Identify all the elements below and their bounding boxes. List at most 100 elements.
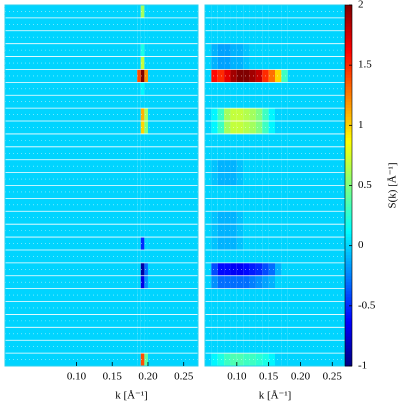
heat-cell [224,211,231,225]
colorbar-segment [345,362,352,367]
heat-cell [224,43,231,57]
colorbar-segment [345,53,352,57]
heat-cell [147,82,198,96]
heat-cell [140,121,145,134]
colorbar-segment [345,68,352,72]
heat-cell [147,314,198,328]
colorbar-segment [345,38,352,42]
heat-cell [255,288,263,302]
heat-cell [205,108,212,122]
heat-cell [249,275,256,289]
heat-cell [205,159,212,173]
heat-cell [5,121,138,134]
heat-cell [217,340,225,354]
heat-cell [236,82,244,96]
heat-cell [243,5,250,18]
heat-cell [255,275,263,289]
heat-cell [255,237,263,250]
heat-cell [144,314,148,328]
heat-cell [255,82,263,96]
heat-cell [205,211,212,225]
heat-cell [287,262,345,276]
heat-cell [243,121,250,134]
heat-cell [5,30,138,44]
colorbar-tick-label: -0.5 [358,299,376,311]
heat-cell [224,340,231,354]
heat-cell [205,353,212,366]
heat-cell [5,314,138,328]
heat-cell [140,17,145,31]
heat-cell [211,237,218,250]
heat-cell [5,159,138,173]
colorbar-segment [345,230,352,235]
heat-cell [211,56,218,70]
heat-cell [205,198,212,212]
heat-cell [147,262,198,276]
colorbar-segment [345,83,352,87]
x-tick-label: 0.10 [227,371,247,383]
x-tick-label: 0.20 [291,371,311,383]
heat-cell [211,146,218,160]
colorbar-segment [345,59,352,63]
heat-cell [205,30,212,44]
heat-cell [144,262,148,276]
colorbar-segment [345,134,352,138]
colorbar-segment [345,71,352,75]
heat-cell [140,211,145,225]
heat-cell [281,108,288,122]
heat-cell [287,172,345,186]
heat-cell [255,146,263,160]
heat-cell [268,30,275,44]
colorbar-segment [345,320,352,325]
heat-cell [287,237,345,250]
colorbar-segment [345,152,352,156]
heat-cell [275,56,282,70]
heat-cell [243,198,250,212]
heat-cell [147,198,198,212]
heat-cell [140,56,145,70]
heat-cell [287,82,345,96]
colorbar-segment [345,254,352,259]
heat-cell [217,211,225,225]
heat-cell [275,211,282,225]
heat-cell [268,275,275,289]
colorbar-segment [345,17,352,21]
colorbar-segment [345,47,352,51]
heat-cell [217,17,225,31]
colorbar-segment [345,98,352,102]
colorbar-segment [345,347,352,352]
heat-cell [275,224,282,238]
heat-cell [147,172,198,186]
heat-cell [147,185,198,199]
colorbar-segment [345,332,352,337]
heat-cell [211,30,218,44]
heat-cell [249,5,256,18]
heat-cell [275,17,282,31]
heat-cell [255,69,263,83]
heat-cell [268,133,275,147]
heat-cell [147,340,198,354]
colorbar-segment [345,23,352,27]
colorbar-segment [345,212,352,217]
heat-cell [281,133,288,147]
heat-cell [217,95,225,109]
heat-cell [5,327,138,341]
heat-cell [224,5,231,18]
heat-cell [217,185,225,199]
colorbar-segment [345,5,352,9]
heat-cell [147,353,198,366]
colorbar-tick-label: -1 [358,360,367,372]
heat-cell [5,95,138,109]
heat-cell [281,159,288,173]
colorbar-segment [345,263,352,268]
colorbar-segment [345,149,352,153]
heat-cell [268,95,275,109]
heat-cell [281,17,288,31]
heat-cell [224,146,231,160]
heat-cell [217,82,225,96]
heat-cell [255,43,263,57]
colorbar-segment [345,266,352,271]
colorbar-segment [345,341,352,346]
heat-cell [249,353,256,366]
